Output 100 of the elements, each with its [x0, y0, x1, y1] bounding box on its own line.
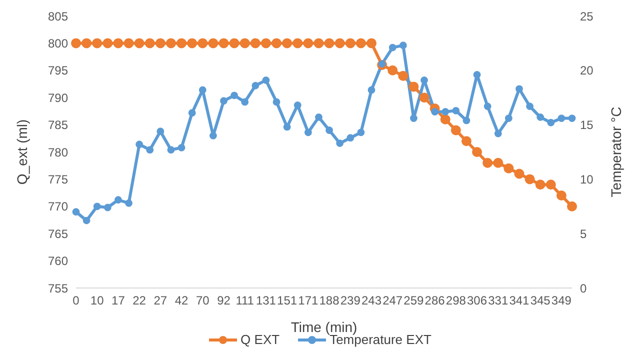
point	[176, 38, 187, 48]
point	[462, 116, 470, 124]
x-tick-label: 341	[509, 294, 530, 308]
point	[473, 71, 481, 78]
x-tick-label: 188	[319, 294, 340, 308]
point	[524, 174, 535, 184]
point	[388, 65, 398, 76]
x-tick-label: 286	[424, 294, 446, 308]
point	[345, 38, 356, 48]
point	[568, 114, 576, 122]
point	[241, 98, 249, 106]
point	[324, 38, 334, 48]
x-tick-label: 171	[298, 294, 318, 308]
point	[272, 38, 282, 48]
point	[472, 147, 482, 157]
point	[272, 98, 280, 106]
point	[218, 38, 229, 48]
x-tick-label: 70	[196, 294, 210, 308]
y2-axis-title: Temperator °C	[608, 106, 624, 198]
point	[260, 38, 271, 48]
point	[442, 108, 450, 116]
point	[315, 113, 322, 121]
point	[230, 92, 238, 100]
point	[72, 208, 80, 216]
y-tick-label: 760	[48, 254, 68, 268]
point	[229, 38, 240, 48]
x-tick-label: 22	[132, 294, 146, 308]
point	[366, 38, 376, 48]
point	[368, 86, 376, 94]
x-tick-label: 151	[277, 294, 298, 308]
point	[356, 38, 366, 48]
point	[558, 114, 566, 122]
y2-tick-label: 25	[580, 9, 594, 24]
point	[262, 76, 270, 84]
y-tick-label: 765	[48, 226, 68, 241]
y2-tick-label: 15	[580, 118, 594, 132]
point	[156, 128, 164, 136]
point	[144, 38, 155, 48]
point	[419, 92, 430, 103]
point	[102, 38, 113, 48]
x-tick-label: 345	[530, 294, 551, 308]
point	[546, 180, 556, 190]
y-tick-label: 790	[48, 90, 68, 105]
point	[336, 140, 344, 147]
y-tick-label: 775	[48, 172, 68, 186]
point	[282, 38, 292, 48]
x-tick-label: 306	[467, 294, 488, 308]
y-axis-title: Q_ext (ml)	[14, 119, 30, 185]
point	[124, 38, 134, 48]
x-tick-label: 111	[236, 294, 254, 308]
point	[240, 38, 250, 48]
point	[484, 102, 492, 110]
point	[556, 190, 566, 201]
point	[535, 180, 546, 190]
point	[82, 38, 92, 48]
x-tick-label: 349	[551, 294, 572, 308]
y-tick-label: 805	[48, 9, 68, 24]
point	[408, 82, 419, 92]
point	[136, 140, 144, 148]
point	[514, 168, 524, 179]
point	[134, 38, 144, 48]
y2-tick-label: 20	[580, 64, 594, 78]
x-axis-title: Time (min)	[290, 319, 358, 335]
legend-label: Q EXT	[240, 332, 280, 347]
point	[252, 82, 260, 90]
point	[198, 86, 206, 94]
point	[92, 38, 102, 48]
point	[71, 38, 81, 48]
x-tick-label: 17	[112, 294, 126, 308]
point	[398, 70, 408, 81]
point	[220, 97, 228, 105]
point	[410, 114, 418, 122]
point	[567, 201, 577, 212]
x-tick-label: 0	[72, 294, 80, 308]
point	[93, 202, 101, 210]
point	[178, 144, 186, 152]
point	[187, 38, 198, 48]
point	[388, 44, 396, 52]
y-tick-label: 785	[48, 118, 68, 132]
point	[283, 123, 291, 131]
point	[526, 102, 534, 110]
point	[208, 38, 218, 48]
point	[440, 114, 450, 124]
point	[292, 38, 303, 48]
point	[420, 76, 428, 84]
point	[482, 158, 493, 168]
point	[547, 118, 555, 126]
x-tick-label: 298	[446, 294, 466, 308]
point	[304, 128, 312, 136]
y-tick-label: 755	[48, 281, 68, 296]
point	[493, 158, 504, 168]
point	[516, 85, 523, 93]
point	[461, 136, 472, 146]
point	[114, 196, 122, 204]
point	[334, 38, 345, 48]
point	[314, 38, 324, 48]
point	[113, 38, 124, 48]
point	[250, 38, 260, 48]
point	[209, 132, 217, 140]
y-tick-label: 780	[48, 145, 68, 160]
